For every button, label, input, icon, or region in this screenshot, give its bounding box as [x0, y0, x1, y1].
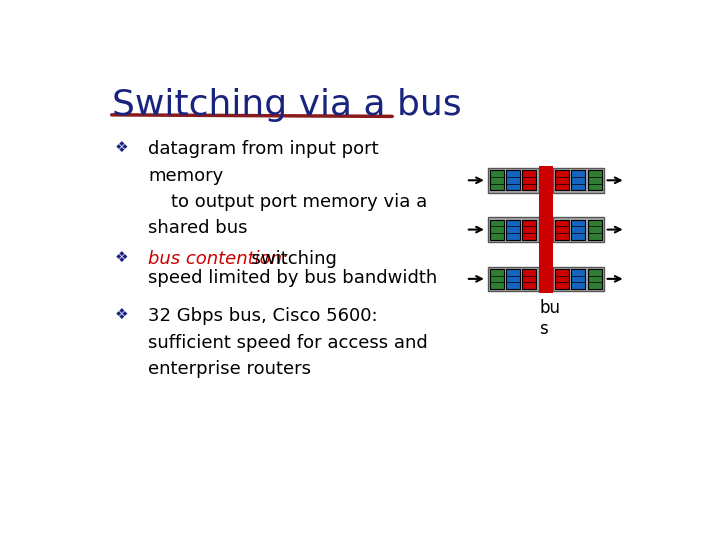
- Bar: [523, 170, 536, 190]
- Text: 32 Gbps bus, Cisco 5600:
sufficient speed for access and
enterprise routers: 32 Gbps bus, Cisco 5600: sufficient spee…: [148, 307, 428, 378]
- Bar: [588, 170, 601, 190]
- Bar: [523, 269, 536, 289]
- Bar: [490, 269, 504, 289]
- Text: datagram from input port
memory
    to output port memory via a
shared bus: datagram from input port memory to outpu…: [148, 140, 428, 238]
- Bar: [571, 220, 585, 240]
- Bar: [506, 269, 520, 289]
- Bar: [571, 269, 585, 289]
- Bar: [553, 168, 604, 193]
- Bar: [555, 170, 569, 190]
- Bar: [555, 220, 569, 240]
- Bar: [588, 220, 601, 240]
- Bar: [490, 220, 504, 240]
- Bar: [523, 220, 536, 240]
- Bar: [588, 269, 601, 289]
- Text: bus contention:: bus contention:: [148, 249, 288, 268]
- Bar: [487, 168, 539, 193]
- Text: Switching via a bus: Switching via a bus: [112, 88, 462, 122]
- Bar: [553, 217, 604, 242]
- Bar: [539, 166, 553, 293]
- Text: switching: switching: [240, 249, 336, 268]
- Text: speed limited by bus bandwidth: speed limited by bus bandwidth: [148, 268, 437, 287]
- Bar: [553, 267, 604, 291]
- Bar: [555, 269, 569, 289]
- Text: bu
s: bu s: [539, 299, 560, 338]
- Text: ❖: ❖: [114, 307, 128, 322]
- Text: ❖: ❖: [114, 249, 128, 265]
- Bar: [490, 170, 504, 190]
- Text: ❖: ❖: [114, 140, 128, 156]
- Bar: [487, 267, 539, 291]
- Bar: [506, 220, 520, 240]
- Bar: [487, 217, 539, 242]
- Bar: [571, 170, 585, 190]
- Bar: [506, 170, 520, 190]
